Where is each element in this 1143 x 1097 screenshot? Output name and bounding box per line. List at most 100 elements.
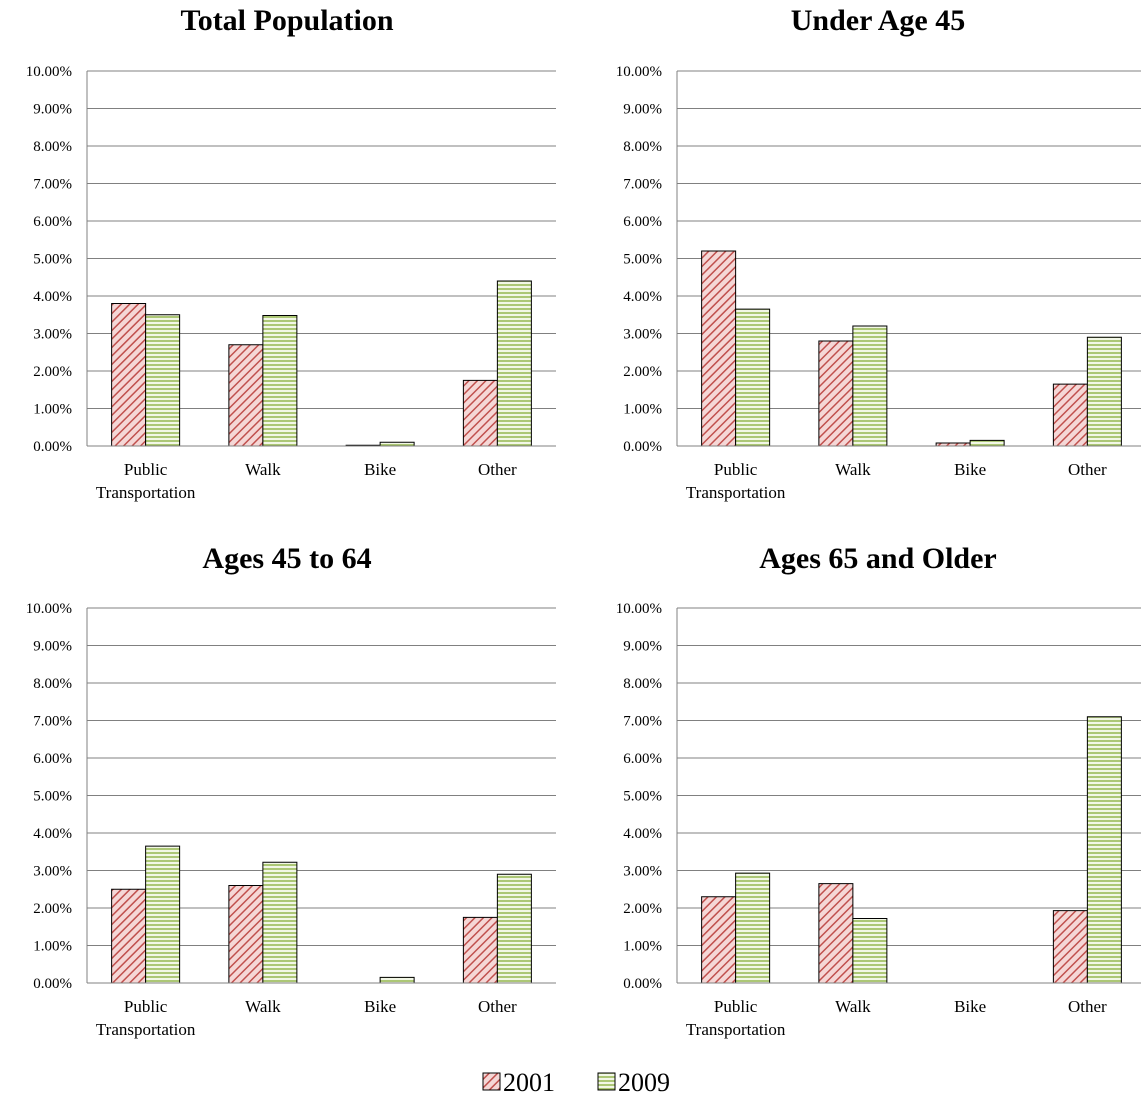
x-category-label: Transportation — [686, 483, 786, 502]
legend: 2001 2009 — [482, 1068, 670, 1097]
y-tick-label: 5.00% — [33, 789, 72, 805]
y-tick-label: 2.00% — [33, 901, 72, 917]
y-tick-label: 10.00% — [26, 64, 72, 80]
x-category-label: Other — [478, 997, 517, 1016]
y-tick-label: 2.00% — [33, 364, 72, 380]
y-tick-label: 10.00% — [26, 601, 72, 617]
bar-2009 — [145, 314, 181, 447]
x-category-label: Other — [1068, 460, 1107, 479]
y-tick-label: 9.00% — [33, 102, 72, 118]
bar-2009 — [496, 873, 532, 984]
y-tick-label: 6.00% — [623, 751, 662, 767]
y-tick-label: 2.00% — [623, 364, 662, 380]
y-tick-label: 8.00% — [33, 676, 72, 692]
y-tick-label: 0.00% — [33, 439, 72, 455]
y-tick-label: 8.00% — [623, 139, 662, 155]
y-tick-label: 3.00% — [33, 864, 72, 880]
bar-2001 — [111, 888, 147, 984]
bar-2001 — [228, 344, 264, 447]
bar-2001 — [1052, 910, 1088, 984]
y-tick-label: 3.00% — [623, 864, 662, 880]
x-category-label: Bike — [954, 997, 986, 1016]
x-category-label: Walk — [245, 460, 281, 479]
y-tick-label: 3.00% — [623, 327, 662, 343]
x-category-label: Transportation — [96, 1020, 196, 1039]
y-tick-label: 4.00% — [623, 826, 662, 842]
bar-2001 — [228, 885, 264, 984]
y-tick-label: 6.00% — [33, 751, 72, 767]
x-category-label: Walk — [245, 997, 281, 1016]
y-tick-label: 9.00% — [623, 639, 662, 655]
y-tick-label: 7.00% — [623, 177, 662, 193]
y-tick-label: 9.00% — [33, 639, 72, 655]
y-tick-label: 8.00% — [33, 139, 72, 155]
bar-2001 — [818, 340, 854, 447]
x-category-label: Bike — [364, 997, 396, 1016]
legend-swatch-2009 — [597, 1072, 616, 1091]
y-tick-label: 10.00% — [616, 601, 662, 617]
y-tick-label: 1.00% — [33, 402, 72, 418]
legend-label-2001: 2001 — [503, 1068, 555, 1097]
y-tick-label: 5.00% — [623, 789, 662, 805]
bar-2001 — [701, 896, 737, 984]
bar-2009 — [379, 976, 415, 984]
chart-ages-45-64: Ages 45 to 64 0.00% 1.00% 2.00% 3.00% 4.00% 5.… — [26, 542, 556, 1039]
y-tick-label: 7.00% — [33, 177, 72, 193]
bar-2001 — [111, 303, 147, 447]
bar-2009 — [1086, 336, 1122, 447]
x-category-label: Bike — [954, 460, 986, 479]
x-category-label: Public — [714, 460, 758, 479]
bar-2001 — [1052, 383, 1088, 447]
x-category-label: Transportation — [686, 1020, 786, 1039]
bar-2009 — [1086, 716, 1122, 984]
y-tick-label: 7.00% — [623, 714, 662, 730]
legend-swatch-2001 — [482, 1072, 501, 1091]
x-category-label: Walk — [835, 997, 871, 1016]
y-tick-label: 5.00% — [623, 252, 662, 268]
y-tick-label: 1.00% — [623, 939, 662, 955]
y-tick-label: 1.00% — [623, 402, 662, 418]
y-tick-label: 4.00% — [33, 826, 72, 842]
chart-title: Under Age 45 — [791, 4, 965, 37]
y-tick-label: 3.00% — [33, 327, 72, 343]
y-tick-label: 6.00% — [623, 214, 662, 230]
bar-2009 — [735, 308, 771, 447]
x-category-label: Public — [714, 997, 758, 1016]
y-tick-label: 4.00% — [33, 289, 72, 305]
bar-2009 — [496, 280, 532, 447]
bar-2009 — [852, 918, 888, 984]
chart-title: Ages 65 and Older — [759, 542, 997, 575]
bar-2001 — [701, 250, 737, 447]
chart-under-45: Under Age 45 0.00% 1.00% 2.00% 3.00% 4.00% 5.0… — [616, 4, 1141, 502]
bar-2009 — [262, 315, 298, 447]
y-tick-label: 5.00% — [33, 252, 72, 268]
bar-2001 — [462, 379, 498, 447]
bar-2009 — [852, 325, 888, 447]
x-category-label: Other — [478, 460, 517, 479]
chart-ages-65-older: Ages 65 and Older 0.00% 1.00% 2.00% 3.00% 4.0… — [616, 542, 1141, 1039]
x-category-label: Walk — [835, 460, 871, 479]
x-category-label: Public — [124, 997, 168, 1016]
x-category-label: Other — [1068, 997, 1107, 1016]
chart-title: Total Population — [180, 4, 393, 37]
x-category-label: Bike — [364, 460, 396, 479]
y-tick-label: 0.00% — [623, 439, 662, 455]
chart-total-population: Total Population 0.00% 1.00% 2.00% 3.00% 4.00… — [26, 4, 556, 502]
legend-label-2009: 2009 — [618, 1068, 670, 1097]
x-category-label: Transportation — [96, 483, 196, 502]
y-tick-label: 2.00% — [623, 901, 662, 917]
bar-2001 — [818, 883, 854, 984]
bar-2009 — [262, 861, 298, 984]
y-tick-label: 0.00% — [33, 976, 72, 992]
chart-title: Ages 45 to 64 — [202, 542, 371, 575]
bar-2009 — [379, 441, 415, 447]
bar-2009 — [145, 845, 181, 984]
y-tick-label: 0.00% — [623, 976, 662, 992]
y-tick-label: 1.00% — [33, 939, 72, 955]
y-tick-label: 10.00% — [616, 64, 662, 80]
bar-2001 — [462, 916, 498, 984]
x-category-label: Public — [124, 460, 168, 479]
bar-2009 — [735, 872, 771, 984]
y-tick-label: 4.00% — [623, 289, 662, 305]
